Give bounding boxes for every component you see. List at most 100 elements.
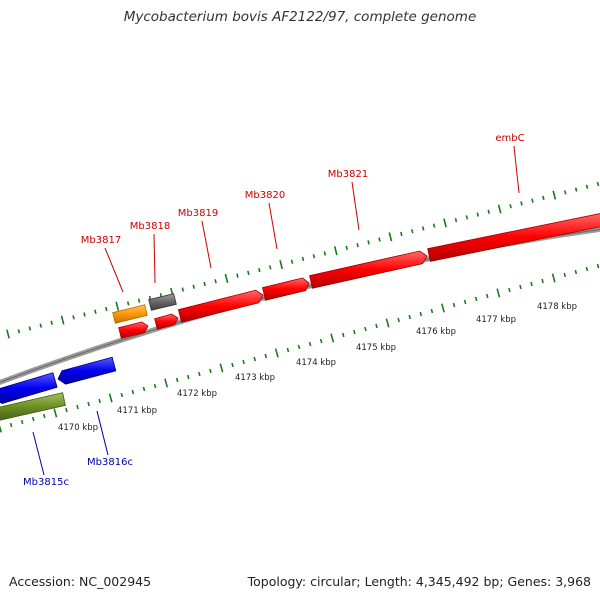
inner-tick [308, 341, 312, 347]
ruler-label: 4177 kbp [476, 315, 516, 325]
reverse-gene-label: Mb3815c [23, 477, 69, 488]
outer-tick [268, 265, 272, 270]
outer-tick [279, 259, 284, 270]
inner-tick [142, 386, 146, 392]
inner-tick [274, 348, 279, 358]
inner-tick [508, 287, 511, 293]
outer-tick [552, 190, 557, 200]
reverse-label-leader [32, 431, 45, 476]
outer-tick [356, 242, 359, 248]
outer-tick [520, 201, 523, 206]
gene-box-orange [112, 304, 148, 324]
gene-arrow-forward [309, 250, 428, 289]
forward-gene-label: Mb3819 [178, 208, 218, 219]
ruler-label: 4172 kbp [177, 389, 217, 399]
outer-tick [312, 254, 316, 259]
outer-tick [367, 240, 370, 245]
forward-label-leader [513, 145, 520, 194]
outer-tick [497, 204, 502, 214]
outer-tick [258, 267, 261, 273]
outer-tick [17, 329, 21, 334]
outer-tick [465, 215, 469, 220]
outer-tick [443, 218, 447, 228]
outer-tick [126, 301, 130, 306]
inner-tick [120, 392, 124, 398]
gene-arrow-forward [154, 313, 179, 330]
outer-tick [39, 323, 43, 328]
accession-label: Accession: NC_002945 [9, 574, 152, 589]
inner-tick [364, 326, 367, 332]
inner-tick [563, 272, 567, 278]
ruler-label: 4173 kbp [235, 373, 275, 383]
outer-tick [400, 231, 403, 237]
ruler-label: 4175 kbp [356, 343, 396, 353]
gene-track [0, 213, 600, 421]
inner-tick [330, 333, 335, 343]
inner-tick [585, 266, 589, 272]
outer-tick [410, 229, 414, 234]
inner-tick [474, 296, 478, 302]
inner-tick [551, 273, 556, 283]
inner-tick [463, 299, 467, 305]
forward-label-leader [104, 247, 124, 293]
outer-tick [192, 284, 196, 289]
inner-tick [541, 278, 544, 284]
outer-tick [224, 273, 229, 284]
inner-tick [496, 288, 501, 298]
outer-tick [531, 198, 534, 203]
ruler-labels: 4170 kbp 4171 kbp 4172 kbp 4173 kbp 4174 kbp… [58, 302, 577, 433]
inner-tick [574, 269, 578, 275]
outer-tick [487, 209, 491, 214]
forward-label-leader [268, 202, 278, 250]
genome-summary: Topology: circular; Length: 4,345,492 bp… [247, 574, 591, 589]
outer-tick [421, 226, 425, 231]
inner-tick [596, 263, 600, 269]
inner-tick [485, 293, 489, 299]
reverse-label-leader [96, 410, 109, 456]
outer-tick [432, 223, 436, 228]
ruler-label: 4174 kbp [296, 358, 336, 368]
gene-arrow-reverse [57, 356, 117, 385]
forward-gene-label: Mb3820 [245, 190, 285, 201]
inner-tick [0, 424, 2, 433]
inner-tick [175, 377, 179, 383]
inner-tick [76, 404, 79, 410]
outer-tick [214, 279, 217, 284]
inner-tick [441, 303, 445, 313]
inner-tick [153, 383, 157, 389]
inner-tick [9, 422, 13, 428]
inner-tick [31, 416, 35, 422]
inner-tick [452, 302, 456, 308]
reverse-gene-label: Mb3816c [87, 457, 133, 468]
outer-tick [454, 217, 458, 223]
outer-tick [105, 306, 108, 312]
inner-tick [198, 371, 201, 377]
outer-tick [203, 281, 206, 287]
inner-tick [342, 332, 345, 338]
inner-tick [385, 318, 390, 328]
outer-tick [301, 256, 305, 262]
outer-tick [6, 329, 10, 339]
outer-tick [181, 287, 185, 292]
forward-gene-label: Mb3818 [130, 221, 170, 232]
inner-tick [164, 378, 169, 388]
outer-tick [50, 320, 53, 326]
ruler-label: 4170 kbp [58, 423, 98, 433]
forward-gene-label: embC [495, 133, 524, 144]
inner-tick [408, 314, 412, 320]
gene-arrow-forward [262, 277, 310, 301]
outer-tick [28, 326, 32, 331]
inner-tick [186, 374, 190, 380]
outer-tick [83, 312, 86, 317]
inner-tick [87, 401, 90, 407]
outer-tick [563, 190, 567, 195]
ruler-label: 4171 kbp [117, 406, 157, 416]
inner-tick [53, 408, 58, 418]
outer-tick [378, 237, 381, 242]
inner-tick [219, 363, 224, 373]
inner-tick [209, 368, 212, 374]
forward-label-leader [351, 181, 360, 231]
outer-tick [476, 212, 480, 217]
outer-tick [60, 315, 65, 325]
outer-tick [333, 246, 338, 256]
